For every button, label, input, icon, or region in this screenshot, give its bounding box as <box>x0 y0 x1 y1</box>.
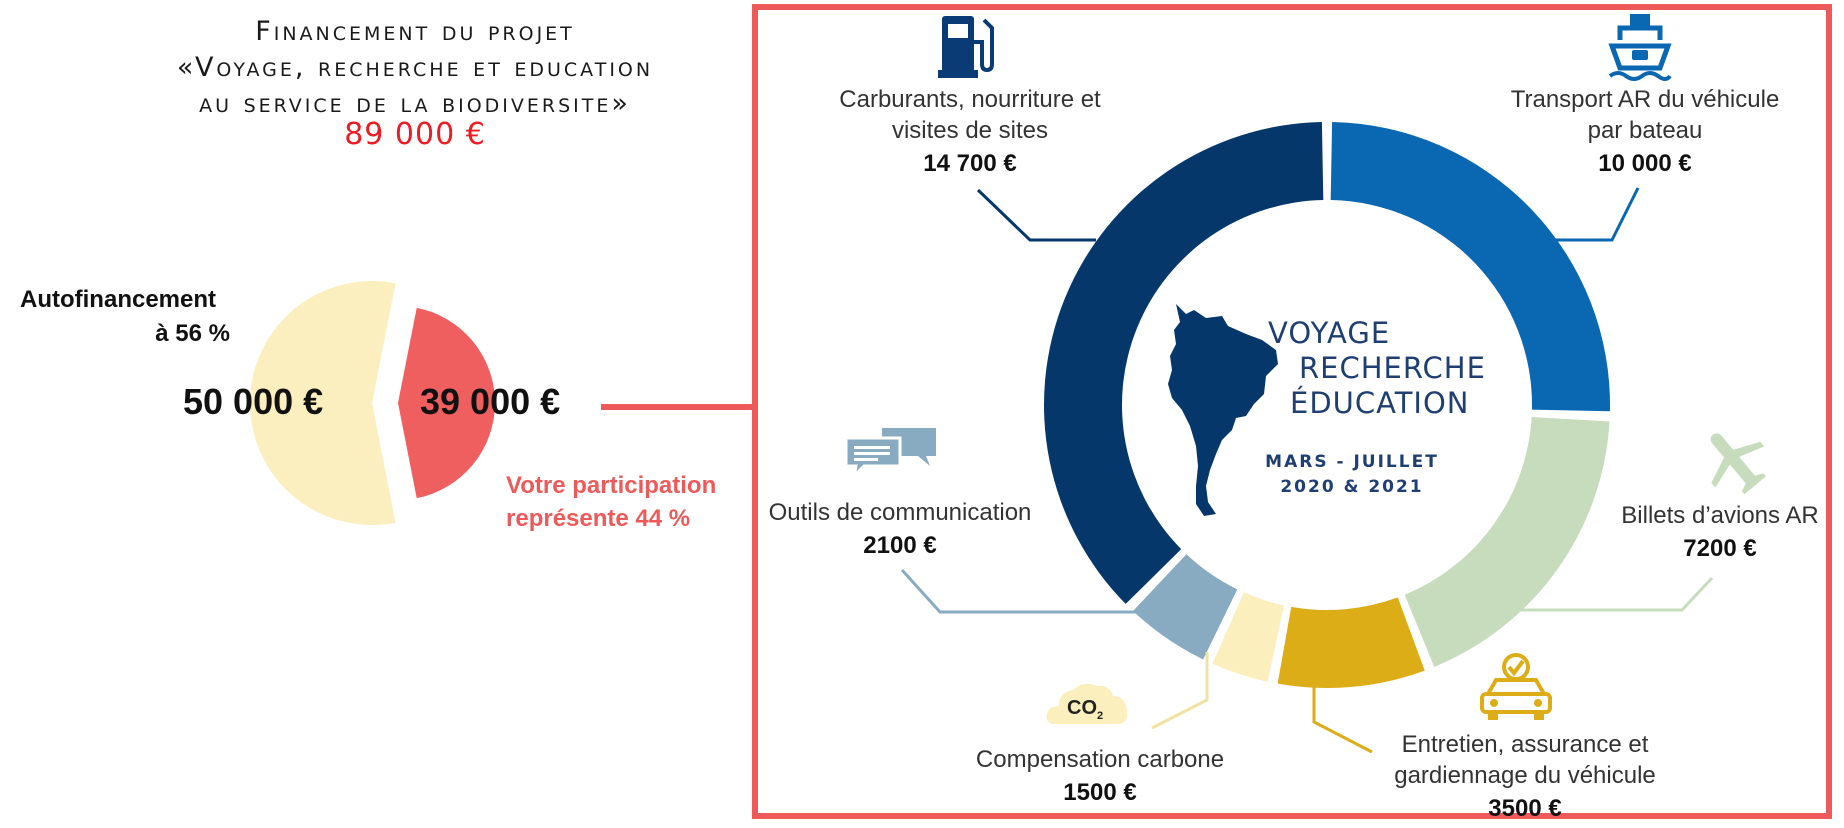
label-outils: Outils de communication 2100 € <box>768 499 1032 559</box>
title-line-3: au service de la biodiversite» <box>199 88 631 119</box>
pie-slice-autofinancement <box>249 281 396 525</box>
south-america-icon <box>1168 304 1278 516</box>
donut-slice-0 <box>1330 122 1610 412</box>
label-entretien: Entretien, assurance et gardiennage du v… <box>1394 731 1656 822</box>
label-compensation: Compensation carbone 1500 € <box>975 746 1225 806</box>
leader-line-5 <box>976 188 1096 242</box>
leader-line-1 <box>1504 576 1714 612</box>
pie-slice-participation <box>398 307 495 499</box>
center-title: VOYAGE RECHERCHE ÉDUCATION <box>1268 316 1486 420</box>
chat-bubbles-icon <box>846 428 936 478</box>
label-billets: Billets d’avions AR 7200 € <box>1621 502 1819 562</box>
leader-line-3 <box>1151 652 1209 730</box>
participation-value: 39 000 € <box>420 381 561 422</box>
leader-line-4 <box>900 568 1144 614</box>
ship-icon <box>1608 14 1672 81</box>
total-amount: 89 000 € <box>344 117 486 152</box>
leader-line-0 <box>1550 187 1640 242</box>
participation-label: Votre participation représente 44 % <box>506 472 717 532</box>
donut-slice-5 <box>1044 122 1324 604</box>
leader-line-2 <box>1312 682 1373 754</box>
center-dates: MARS - JUILLET 2020 & 2021 <box>1265 452 1439 497</box>
funding-title: Financement du projet «Voyage, recherche… <box>110 14 720 122</box>
connector-line <box>601 404 753 410</box>
label-transport: Transport AR du véhicule par bateau 10 0… <box>1510 86 1780 177</box>
title-line-2: «Voyage, recherche et education <box>176 52 654 83</box>
donut-slice-1 <box>1404 416 1610 667</box>
co2-cloud-icon: CO2 <box>1045 678 1129 728</box>
fuel-pump-icon <box>938 16 994 78</box>
airplane-icon <box>1710 433 1766 495</box>
donut-slice-2 <box>1277 597 1425 688</box>
autofinancement-label: Autofinancement à 56 % <box>20 286 230 347</box>
budget-frame <box>752 4 1832 819</box>
self-funding-value: 50 000 € <box>183 381 324 422</box>
donut-slice-3 <box>1212 592 1284 682</box>
donut-slice-4 <box>1132 554 1238 660</box>
car-check-icon <box>1480 653 1552 720</box>
label-carburants: Carburants, nourriture et visites de sit… <box>839 86 1101 177</box>
title-line-1: Financement du projet <box>255 16 575 47</box>
